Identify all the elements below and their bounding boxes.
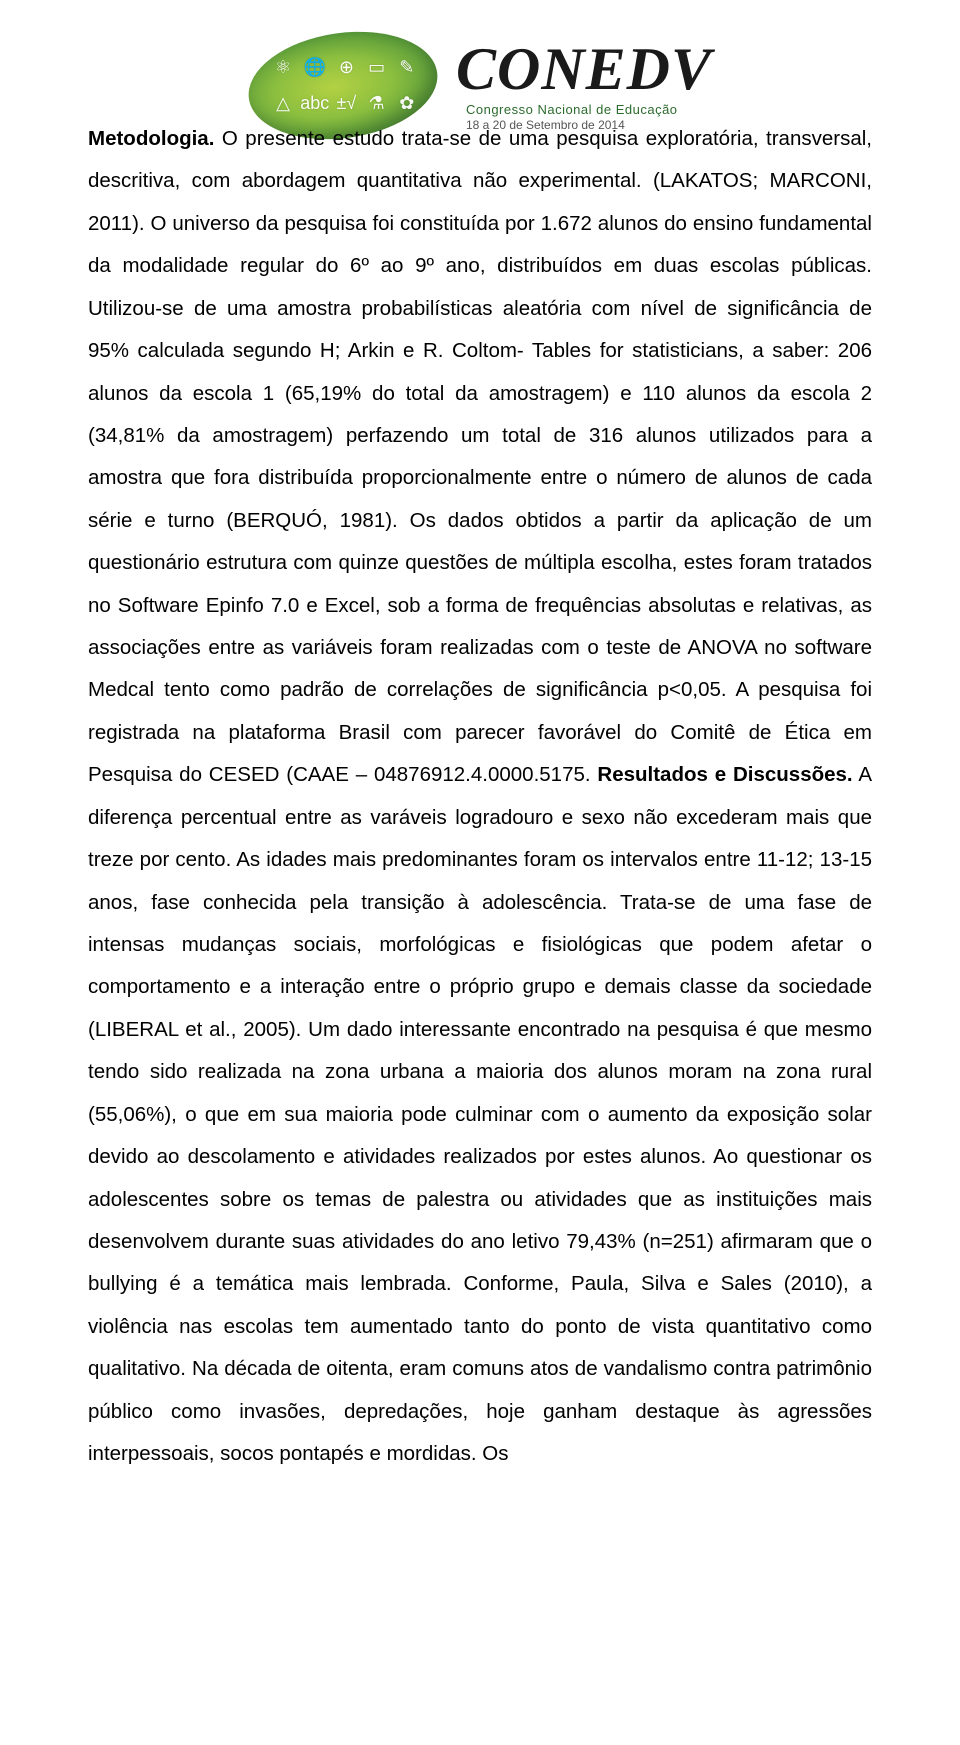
section-heading-results: Resultados e Discussões. <box>597 763 852 786</box>
globe-icon: 🌐 <box>300 51 329 84</box>
abc-icon: abc <box>300 87 329 120</box>
atom-icon: ⚛ <box>270 51 296 84</box>
pencil-icon: ✎ <box>394 51 420 84</box>
plant-icon: ✿ <box>394 87 420 120</box>
document-page: ⚛ 🌐 ⊕ ▭ ✎ △ abc ±√ ⚗ ✿ CONEDV Congresso … <box>0 0 960 1745</box>
flask-icon: ⚗ <box>363 87 389 120</box>
section-heading-methodology: Metodologia. <box>88 127 214 150</box>
math-icon: ±√ <box>333 87 359 120</box>
ruler-icon: △ <box>270 87 296 120</box>
methodology-text: O presente estudo trata-se de uma pesqui… <box>88 127 872 786</box>
compass-icon: ⊕ <box>333 51 359 84</box>
conference-subtitle: Congresso Nacional de Educação <box>456 103 678 116</box>
book-icon: ▭ <box>363 51 389 84</box>
body-paragraph: Metodologia. O presente estudo trata-se … <box>88 118 872 1476</box>
results-text: A diferença percentual entre as varáveis… <box>88 763 872 1465</box>
brand-name: CONEDV <box>456 39 712 99</box>
logo-icon-grid: ⚛ 🌐 ⊕ ▭ ✎ △ abc ±√ ⚗ ✿ <box>270 51 420 120</box>
